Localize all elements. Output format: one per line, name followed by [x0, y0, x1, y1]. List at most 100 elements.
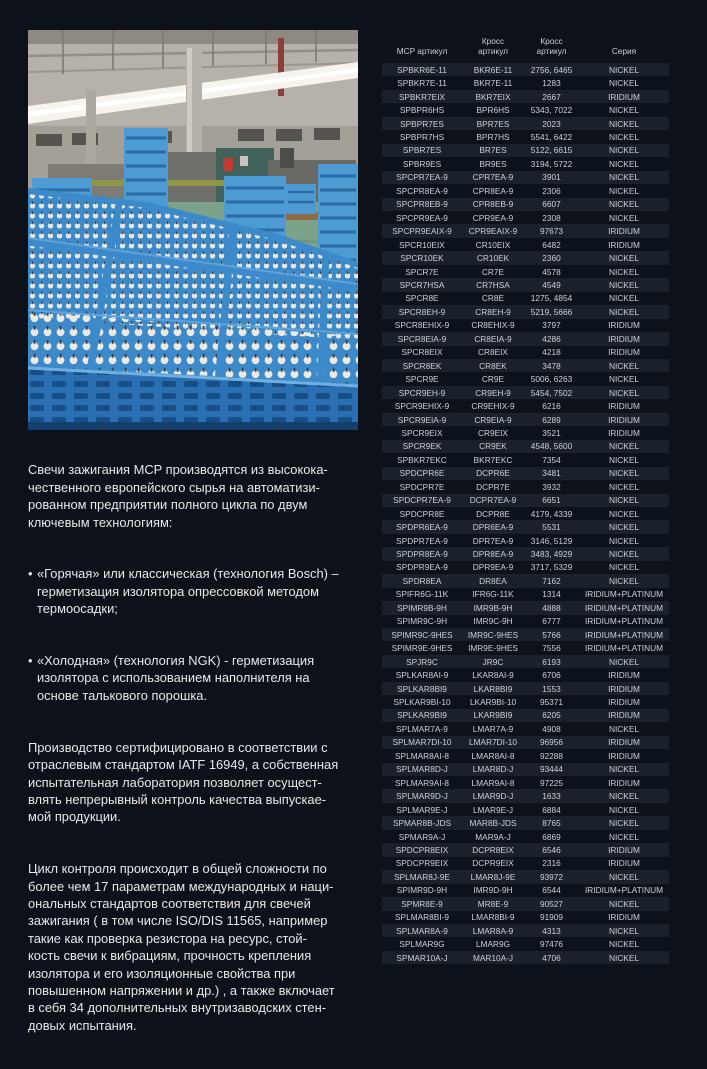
table-cell: NICKEL — [609, 939, 639, 950]
table-cell: NICKEL — [609, 374, 639, 385]
table-cell: IRIDIUM — [608, 683, 640, 694]
table-cell: 97476 — [539, 939, 564, 950]
table-row: SPJR9C JR9C 6193 NICKEL — [382, 654, 669, 669]
table-cell: BKR7EIX — [475, 91, 511, 102]
table-cell: IRIDIUM — [608, 845, 640, 855]
table-cell: IRIDIUM — [608, 414, 640, 425]
table-cell: LKAR9BI9 — [473, 710, 513, 721]
table-cell: 4908 — [542, 723, 561, 734]
table-cell: 6544 — [542, 885, 561, 896]
table-cell: MAR8B-JDS — [469, 818, 517, 829]
table-row: SPCR8EHIX-9 CR8EHIX-9 3797 IRIDIUM — [382, 319, 669, 332]
table-cell: 95371 — [539, 697, 564, 708]
table-cell: SPDR8EA — [402, 575, 442, 586]
table-cell: SPCPR9EA-9 — [396, 212, 448, 223]
table-cell: IRIDIUM — [608, 858, 640, 869]
table-cell: 4888 — [542, 602, 561, 613]
bullet-cold-technology: • «Холодная» (технология NGK) - герметиз… — [28, 652, 364, 704]
table-cell: SPDPR8EA-9 — [396, 549, 448, 560]
table-cell: SPDCPR9EIX — [395, 858, 449, 869]
table-cell: SPJR9C — [406, 656, 438, 667]
table-cell: IRIDIUM — [608, 427, 640, 438]
table-row: SPBR7ES BR7ES 5122, 6615 NICKEL — [382, 143, 669, 158]
table-cell: IRIDIUM — [608, 239, 640, 250]
table-cell: BR9ES — [479, 158, 507, 169]
table-cell: DPR8EA-9 — [472, 549, 514, 560]
table-cell: CR9EK — [479, 441, 507, 452]
table-cell: SPLKAR8BI9 — [397, 683, 447, 694]
column-header-mcp-article: MCP артикул — [396, 45, 448, 56]
table-row: SPIFR6G-11K IFR6G-11K 1314 IRIDIUM+PLATINUM — [382, 588, 669, 601]
table-cell: 90527 — [539, 898, 564, 909]
table-cell: NICKEL — [609, 306, 639, 317]
table-cell: 6289 — [542, 414, 561, 425]
table-cell: LMAR9E-J — [472, 804, 514, 815]
table-cell: NICKEL — [609, 468, 639, 479]
table-row: SPLKAR8AI-9 LKAR8AI-9 6706 IRIDIUM — [382, 668, 669, 681]
intro-paragraph-certification: Производство сертифицировано в соответст… — [28, 739, 339, 825]
table-cell: 5541, 6422 — [530, 131, 573, 142]
table-row: SPIMR9C-9H IMR9C-9H 6777 IRIDIUM+PLATINUM — [382, 615, 669, 628]
table-cell: DCPR9EIX — [472, 858, 514, 869]
table-row: SPLMAR8J-9E LMAR8J-9E 93972 NICKEL — [382, 870, 669, 884]
table-cell: 93972 — [539, 871, 564, 882]
table-cell: 6193 — [542, 656, 561, 667]
table-cell: NICKEL — [609, 387, 639, 398]
bullet-marker: • — [28, 566, 33, 582]
table-cell: IRIDIUM+PLATINUM — [585, 643, 663, 654]
table-cell: SPLMAR7A-9 — [396, 723, 448, 734]
table-cell: IRIDIUM — [608, 777, 640, 788]
table-cell: 96956 — [539, 737, 564, 748]
table-row: SPCPR9EA-9 CPR9EA-9 2308 NICKEL — [382, 211, 669, 224]
table-cell: 8765 — [542, 818, 561, 829]
table-cell: SPCPR9EAIX-9 — [392, 226, 452, 237]
table-row: SPLMAR8D-J LMAR8D-J 93444 NICKEL — [382, 762, 669, 777]
table-cell: 6777 — [542, 616, 561, 627]
table-cell: BKR6E-11 — [473, 64, 513, 75]
table-cell: SPLMAR9G — [399, 939, 445, 950]
table-cell: SPDCPR7E — [399, 481, 445, 492]
table-cell: LMAR8D-J — [472, 764, 514, 775]
table-cell: 4179, 4339 — [530, 508, 573, 519]
table-cell: SPDCPR8EIX — [395, 845, 449, 855]
table-row: SPLMAR9E-J LMAR9E-J 6884 NICKEL — [382, 803, 669, 816]
intro-text: Свечи зажигания MCP производятся из высо… — [28, 444, 364, 1069]
table-cell: CPR7EA-9 — [472, 172, 514, 183]
table-cell: NICKEL — [609, 549, 639, 560]
intro-paragraph-production: Свечи зажигания MCP производятся из высо… — [28, 462, 328, 530]
table-row: SPLMAR8A-9 LMAR8A-9 4313 NICKEL — [382, 924, 669, 938]
table-cell: 1553 — [542, 683, 561, 694]
table-row: SPBPR7ES BPR7ES 2023 NICKEL — [382, 116, 669, 131]
table-row: SPCR10EIX CR10EIX 6482 IRIDIUM — [382, 238, 669, 251]
table-cell: LMAR8BI-9 — [471, 912, 515, 923]
factory-photo — [28, 30, 358, 430]
table-cell: SPBKR6E-11 — [397, 64, 447, 75]
table-row: SPDCPR7E DCPR7E 3932 NICKEL — [382, 480, 669, 493]
table-cell: SPDPR7EA-9 — [396, 535, 448, 546]
table-cell: SPCR8EIA-9 — [397, 333, 447, 344]
table-cell: NICKEL — [609, 871, 639, 882]
table-cell: NICKEL — [609, 723, 639, 734]
table-cell: CR9EIA-9 — [474, 414, 512, 425]
table-row: SPLMAR7DI-10 LMAR7DI-10 96956 IRIDIUM — [382, 735, 669, 750]
table-row: SPBKR7E-11 BKR7E-11 1283 NICKEL — [382, 76, 669, 89]
table-row: SPMR8E-9 MR8E-9 90527 NICKEL — [382, 897, 669, 911]
table-cell: NICKEL — [609, 441, 639, 452]
table-row: SPBPR6HS BPR6HS 5343, 7022 NICKEL — [382, 103, 669, 116]
table-cell: 2360 — [542, 253, 561, 264]
table-row: SPMAR10A-J MAR10A-J 4706 NICKEL — [382, 950, 669, 965]
table-cell: IRIDIUM — [608, 320, 640, 331]
table-cell: JR9C — [482, 656, 504, 667]
table-cell: 5006, 6263 — [530, 374, 573, 385]
table-cell: LMAR8AI-8 — [471, 750, 515, 761]
table-cell: SPDPR9EA-9 — [396, 562, 448, 573]
table-cell: SPBKR7E-11 — [397, 78, 447, 89]
table-cell: NICKEL — [609, 78, 639, 89]
table-row: SPCR8EIA-9 CR8EIA-9 4286 IRIDIUM — [382, 332, 669, 346]
table-cell: DCPR8E — [476, 508, 510, 519]
table-cell: DCPR8EIX — [472, 845, 514, 855]
table-cell: SPBPR6HS — [399, 105, 445, 116]
table-cell: 3481 — [542, 468, 561, 479]
table-row: SPIMR9E-9HES IMR9E-9HES 7556 IRIDIUM+PLATIN… — [382, 641, 669, 654]
table-cell: 2023 — [542, 118, 561, 129]
